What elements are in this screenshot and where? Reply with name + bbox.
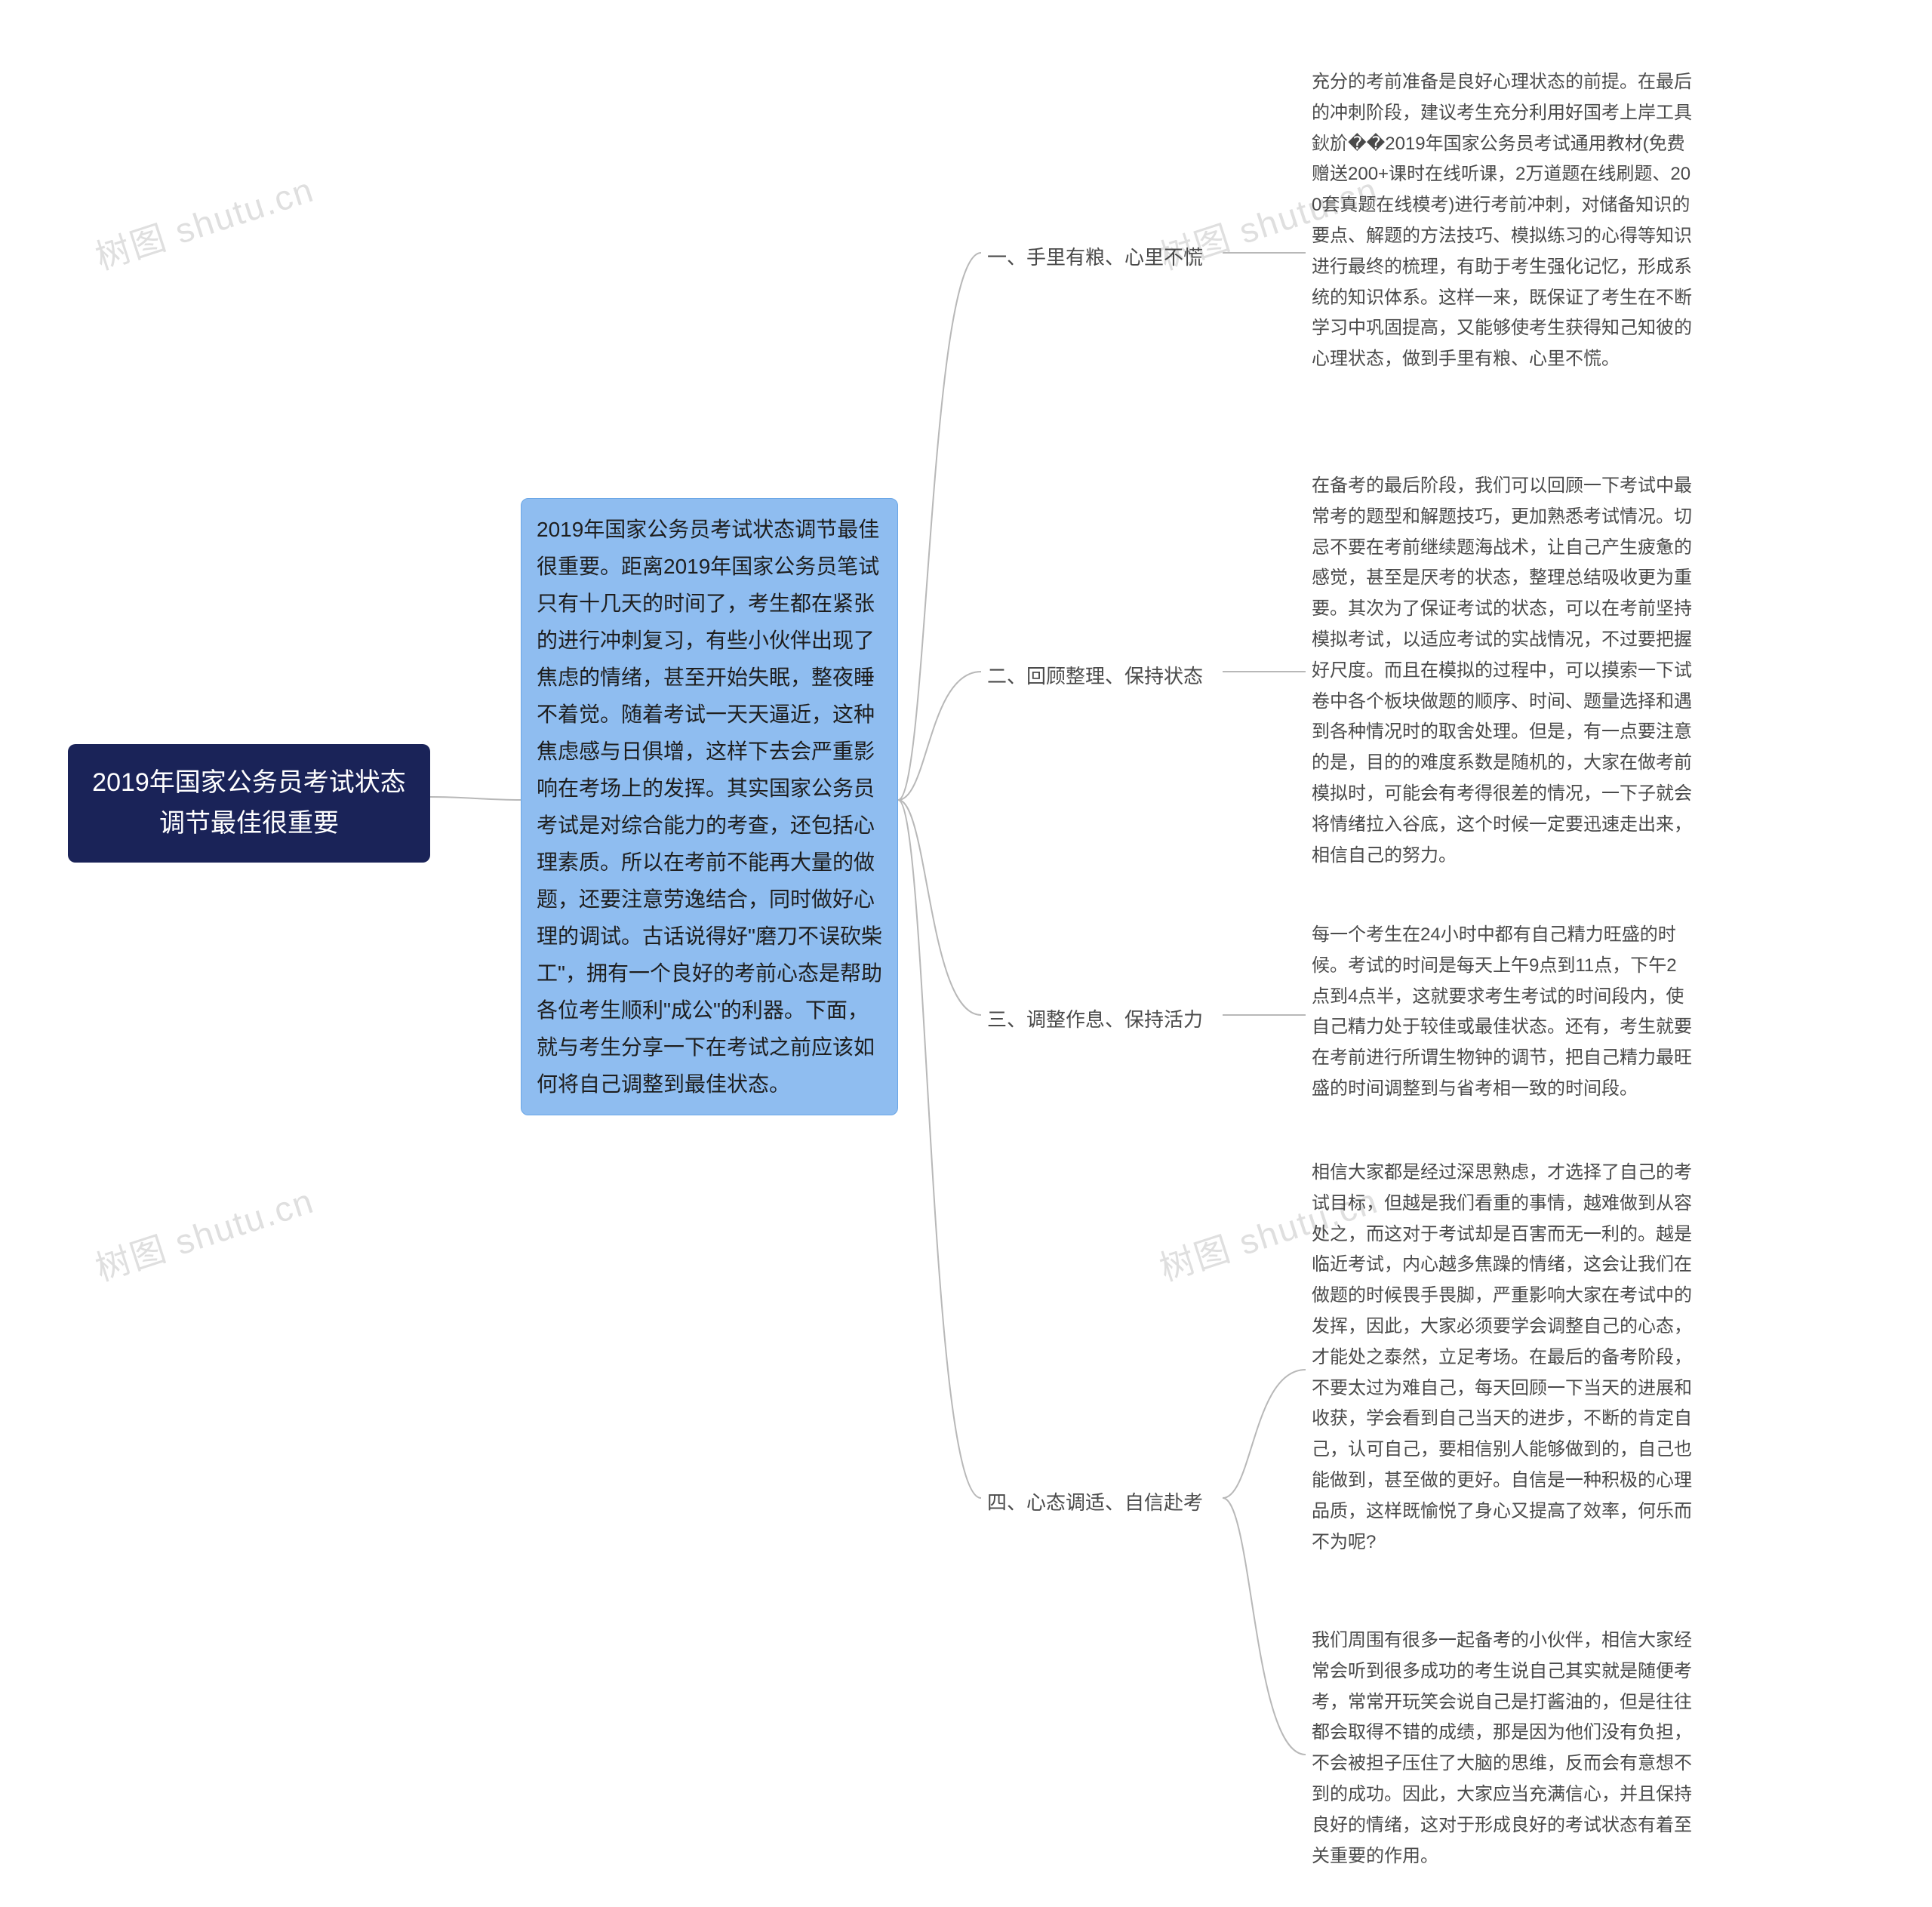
watermark: 树图 shutu.cn xyxy=(88,162,319,280)
root-node: 2019年国家公务员考试状态调节最佳很重要 xyxy=(68,744,430,863)
connector xyxy=(1223,1498,1306,1755)
connector xyxy=(898,800,981,1498)
section-label: 四、心态调适、自信赴考 xyxy=(981,1483,1223,1522)
connector xyxy=(898,672,981,800)
summary-node: 2019年国家公务员考试状态调节最佳很重要。距离2019年国家公务员笔试只有十几… xyxy=(521,498,898,1115)
connector xyxy=(430,797,521,800)
section-label: 二、回顾整理、保持状态 xyxy=(981,657,1223,696)
section-label: 三、调整作息、保持活力 xyxy=(981,1000,1223,1039)
connector xyxy=(898,253,981,800)
leaf-node: 每一个考生在24小时中都有自己精力旺盛的时候。考试的时间是每天上午9点到11点，… xyxy=(1306,917,1698,1108)
section-label: 一、手里有粮、心里不慌 xyxy=(981,238,1223,277)
leaf-node: 我们周围有很多一起备考的小伙伴，相信大家经常会听到很多成功的考生说自己其实就是随… xyxy=(1306,1622,1698,1875)
summary-text: 2019年国家公务员考试状态调节最佳很重要。距离2019年国家公务员笔试只有十几… xyxy=(537,518,882,1096)
watermark: 树图 shutu.cn xyxy=(88,1173,319,1291)
connector xyxy=(898,800,981,1015)
leaf-node: 充分的考前准备是良好心理状态的前提。在最后的冲刺阶段，建议考生充分利用好国考上岸… xyxy=(1306,64,1698,378)
connector xyxy=(1223,1370,1306,1498)
leaf-node: 相信大家都是经过深思熟虑，才选择了自己的考试目标，但越是我们看重的事情，越难做到… xyxy=(1306,1155,1698,1561)
leaf-node: 在备考的最后阶段，我们可以回顾一下考试中最常考的题型和解题技巧，更加熟悉考试情况… xyxy=(1306,468,1698,874)
root-text: 2019年国家公务员考试状态调节最佳很重要 xyxy=(92,768,406,838)
